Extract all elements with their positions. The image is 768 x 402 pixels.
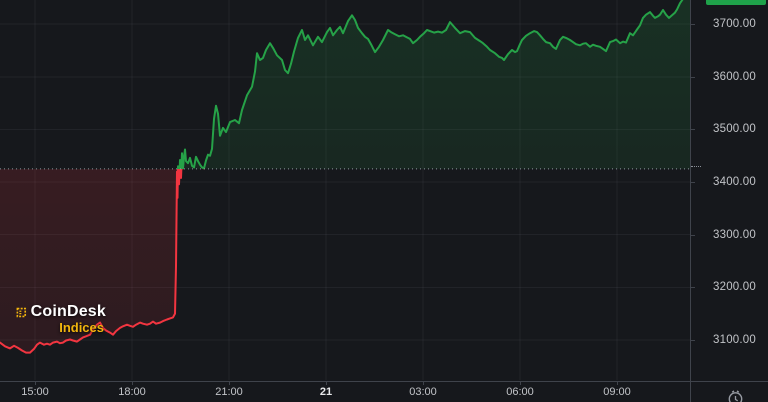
price-chart-plot[interactable]: CoinDesk Indices [0,0,690,381]
price-tick-mark [691,340,695,341]
price-axis-label: 3600.00 [713,70,756,83]
clock-icon[interactable] [727,390,744,402]
logo-sub-text: Indices [59,320,104,335]
price-axis-label: 3300.00 [713,228,756,241]
price-axis-label: 3100.00 [713,334,756,346]
time-axis[interactable]: 15:00 18:00 21:00 21 03:00 06:00 09:00 [0,382,768,402]
axis-vertical-separator [690,0,691,402]
price-tick-mark [691,129,695,130]
price-series-canvas [0,0,690,380]
time-axis-label: 21:00 [215,386,243,398]
logo-brand-text: CoinDesk [30,303,106,320]
price-tick-mark [691,182,695,183]
time-tick-mark [35,382,36,385]
price-axis-label: 3400.00 [713,176,756,189]
price-axis-label: 3500.00 [713,123,756,136]
time-axis-label: 18:00 [118,386,146,398]
price-axis-label: 3700.00 [713,18,756,31]
time-axis-label: 21 [319,386,333,398]
time-axis-label: 03:00 [409,386,437,398]
price-axis[interactable]: 3700.00 3600.00 3500.00 3400.00 3300.00 3200.… [691,0,768,381]
price-tick-mark [691,77,695,78]
time-tick-mark [132,382,133,385]
time-tick-mark [617,382,618,385]
time-tick-mark [520,382,521,385]
baseline-dots-extension [691,166,701,167]
price-axis-label: 3200.00 [713,281,756,294]
time-tick-mark [326,382,327,385]
time-axis-label: 15:00 [21,386,49,398]
time-axis-label: 06:00 [506,386,534,398]
time-tick-mark [229,382,230,385]
price-tick-mark [691,287,695,288]
last-price-tag [706,0,766,5]
coindesk-logo-icon [16,307,27,317]
time-tick-mark [423,382,424,385]
price-tick-mark [691,24,695,25]
axis-horizontal-separator [0,381,768,382]
price-tick-mark [691,235,695,236]
coindesk-indices-logo: CoinDesk Indices [16,303,106,335]
time-axis-label: 09:00 [603,386,631,398]
